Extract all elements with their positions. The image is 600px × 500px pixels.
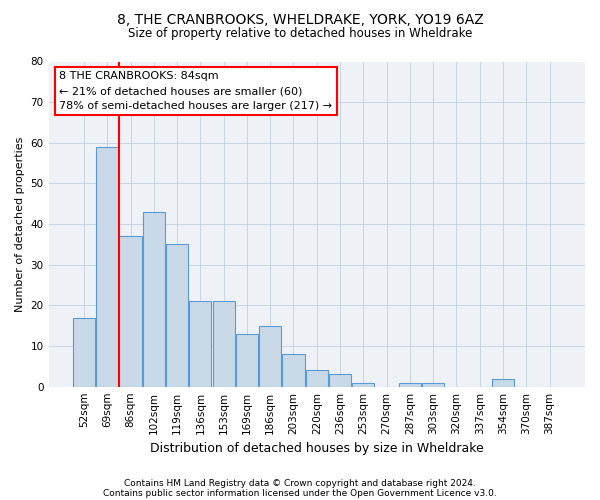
Bar [422,382,444,386]
X-axis label: Distribution of detached houses by size in Wheldrake: Distribution of detached houses by size … [150,442,484,455]
Bar [212,302,235,386]
Bar [492,378,514,386]
Text: Size of property relative to detached houses in Wheldrake: Size of property relative to detached ho… [128,28,472,40]
Bar [143,212,165,386]
Y-axis label: Number of detached properties: Number of detached properties [15,136,25,312]
Text: Contains HM Land Registry data © Crown copyright and database right 2024.: Contains HM Land Registry data © Crown c… [124,478,476,488]
Bar [352,382,374,386]
Bar [236,334,258,386]
Bar [306,370,328,386]
Bar [399,382,421,386]
Bar [259,326,281,386]
Bar [190,302,211,386]
Text: 8 THE CRANBROOKS: 84sqm
← 21% of detached houses are smaller (60)
78% of semi-de: 8 THE CRANBROOKS: 84sqm ← 21% of detache… [59,72,332,111]
Bar [119,236,142,386]
Bar [166,244,188,386]
Bar [96,147,118,386]
Text: Contains public sector information licensed under the Open Government Licence v3: Contains public sector information licen… [103,488,497,498]
Text: 8, THE CRANBROOKS, WHELDRAKE, YORK, YO19 6AZ: 8, THE CRANBROOKS, WHELDRAKE, YORK, YO19… [116,12,484,26]
Bar [73,318,95,386]
Bar [329,374,351,386]
Bar [283,354,305,386]
